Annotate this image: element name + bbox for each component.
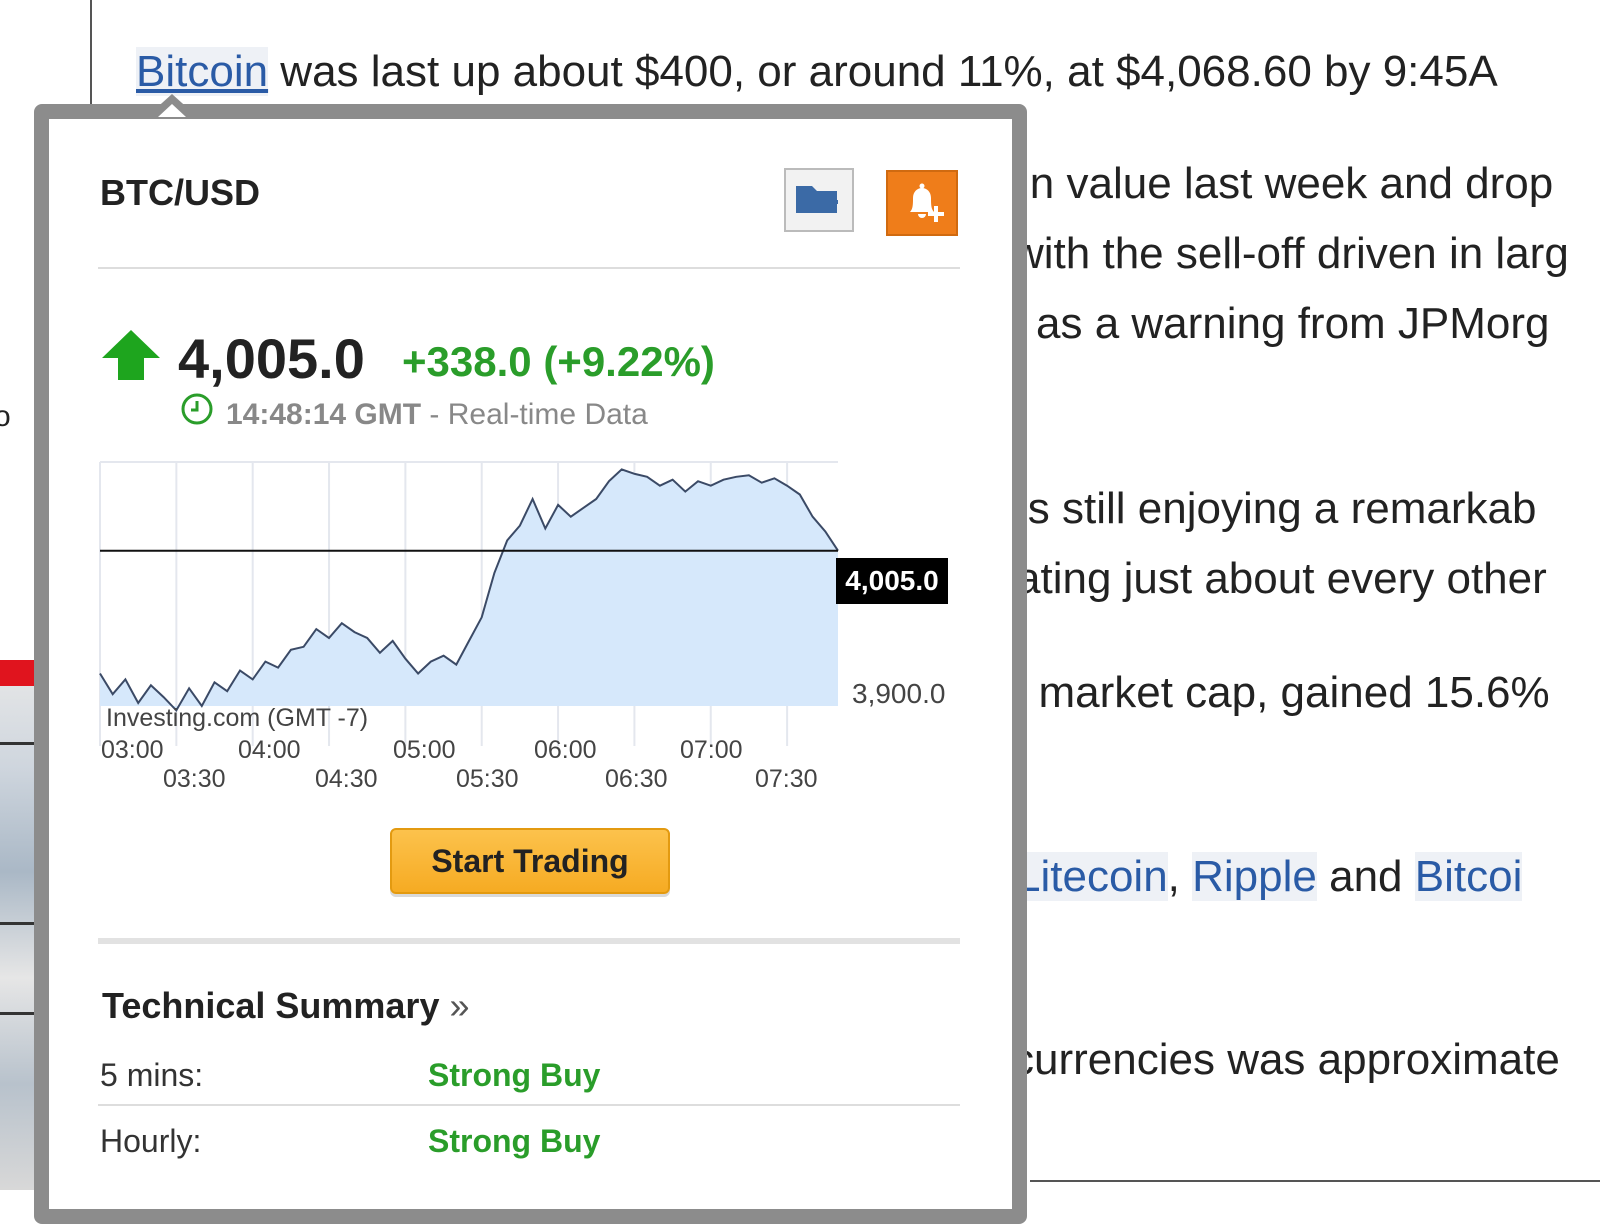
add-to-portfolio-button[interactable] xyxy=(784,168,854,232)
pair-title[interactable]: BTC/USD xyxy=(100,172,260,213)
bitcoin-link[interactable]: Bitcoin xyxy=(136,47,269,96)
summary-row-label: 5 mins: xyxy=(100,1057,204,1093)
up-arrow-icon xyxy=(102,330,160,380)
article-line-1: Bitcoin was last up about $400, or aroun… xyxy=(136,47,1498,96)
x-tick-label: 06:00 xyxy=(534,736,597,764)
article-left-glyph: o xyxy=(0,400,11,433)
summary-row-label: Hourly: xyxy=(100,1123,202,1159)
thumbnail-stripe xyxy=(0,1012,48,1015)
article-text: was last up about $400, or around 11%, a… xyxy=(268,47,1498,96)
thumbnail-stripe xyxy=(0,742,48,745)
clock-icon xyxy=(181,393,213,425)
row-divider xyxy=(98,1104,960,1106)
x-tick-label: 07:30 xyxy=(755,765,818,793)
quote-timestamp: 14:48:14 GMT - Real-time Data xyxy=(226,398,648,432)
chart-source: Investing.com (GMT -7) xyxy=(106,704,369,732)
article-bottom-rule xyxy=(1030,1180,1600,1182)
article-line-7: f market cap, gained 15.6% xyxy=(1014,668,1550,717)
popup-caret-inner xyxy=(158,104,186,117)
bell-plus-icon xyxy=(910,183,944,222)
x-tick-label: 03:00 xyxy=(101,736,164,764)
article-text: , xyxy=(1167,852,1193,901)
article-line-4: l as a warning from JPMorg xyxy=(1014,299,1550,348)
y-axis-low-label: 3,900.0 xyxy=(852,678,946,709)
last-price: 4,005.0 xyxy=(178,327,365,390)
summary-row-value: Strong Buy xyxy=(428,1057,601,1093)
x-tick-label: 03:30 xyxy=(163,765,226,793)
article-column-rule xyxy=(90,0,92,125)
chevron-right-icon: » xyxy=(449,985,470,1026)
article-line-3: with the sell-off driven in larg xyxy=(1012,229,1569,278)
price-line xyxy=(99,468,839,713)
article-text: and xyxy=(1316,852,1415,901)
price-chart[interactable] xyxy=(0,0,1000,800)
add-alert-button[interactable] xyxy=(886,170,958,236)
header-divider xyxy=(98,267,960,269)
x-tick-label: 04:00 xyxy=(238,736,301,764)
price-change: +338.0 (+9.22%) xyxy=(402,338,715,386)
quote-time-suffix: - Real-time Data xyxy=(421,398,648,431)
article-line-6: ating just about every other xyxy=(1016,554,1547,603)
ripple-link[interactable]: Ripple xyxy=(1192,852,1317,901)
article-line-9: currencies was approximate xyxy=(1012,1035,1560,1084)
change-value: +338.0 xyxy=(402,338,532,385)
bitcoin-link-2[interactable]: Bitcoi xyxy=(1414,852,1523,901)
technical-summary-title: Technical Summary xyxy=(102,985,440,1026)
thumbnail-stripe xyxy=(0,922,48,925)
x-tick-label: 05:30 xyxy=(456,765,519,793)
article-line-8: Litecoin, Ripple and Bitcoi xyxy=(1016,852,1523,901)
x-tick-label: 04:30 xyxy=(315,765,378,793)
quote-time: 14:48:14 GMT xyxy=(226,398,422,431)
article-line-5: is still enjoying a remarkab xyxy=(1018,484,1537,533)
change-percent: (+9.22%) xyxy=(543,338,715,385)
folder-plus-icon xyxy=(796,186,838,213)
start-trading-button[interactable]: Start Trading xyxy=(390,828,670,894)
section-divider xyxy=(98,938,960,944)
technical-summary-link[interactable]: Technical Summary» xyxy=(102,985,470,1027)
last-value-label: 4,005.0 xyxy=(836,558,948,604)
litecoin-link[interactable]: Litecoin xyxy=(1016,852,1168,901)
x-tick-label: 06:30 xyxy=(605,765,668,793)
summary-row-value: Strong Buy xyxy=(428,1123,601,1159)
x-tick-label: 07:00 xyxy=(680,736,743,764)
price-area xyxy=(100,469,838,711)
x-tick-label: 05:00 xyxy=(393,736,456,764)
article-line-2: in value last week and drop xyxy=(1020,159,1554,208)
